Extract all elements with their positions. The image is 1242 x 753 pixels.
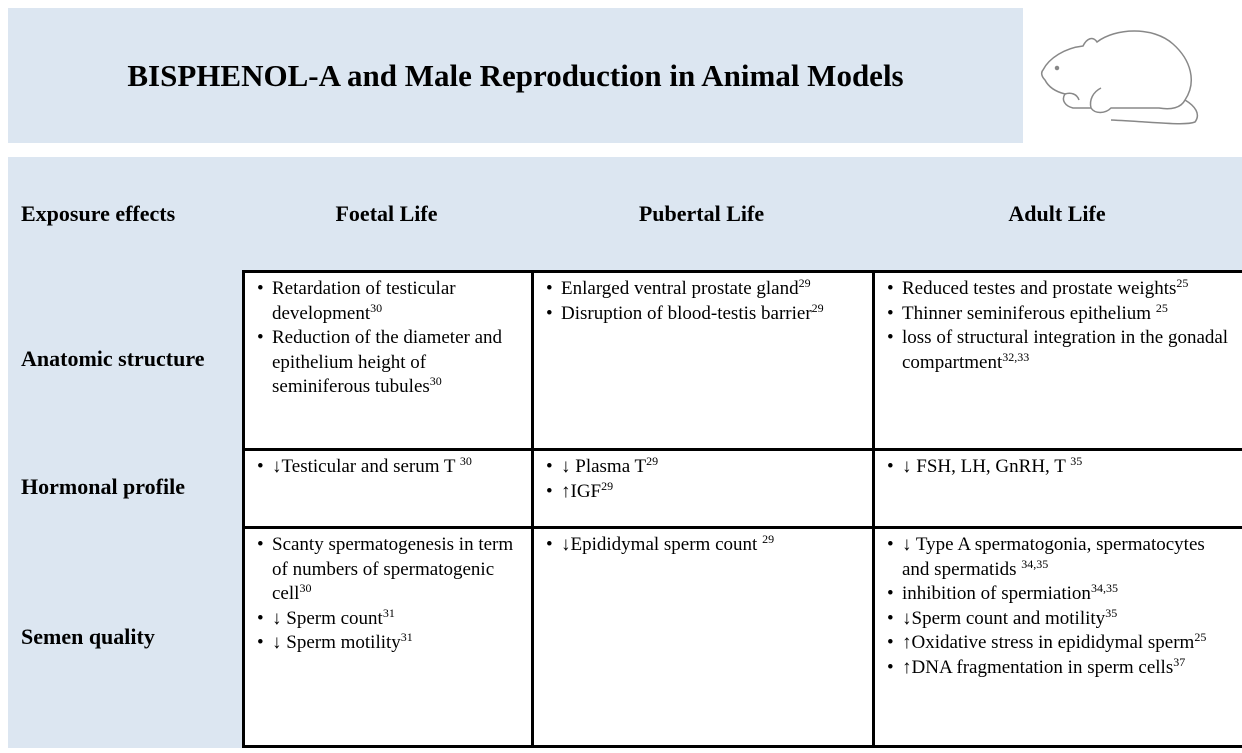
item-text: Thinner seminiferous epithelium <box>902 302 1156 324</box>
table-cell: Enlarged ventral prostate gland29Disrupt… <box>531 270 872 448</box>
bullet-list: Retardation of testicular development30R… <box>255 277 525 400</box>
bullet-item: ↓ FSH, LH, GnRH, T 35 <box>885 455 1236 480</box>
rat-icon <box>1040 30 1199 125</box>
bullet-item: ↑Oxidative stress in epididymal sperm25 <box>885 631 1236 656</box>
reference: 30 <box>299 581 312 595</box>
item-text: Reduction of the diameter and epithelium… <box>272 327 503 397</box>
bullet-item: ↓ Plasma T29 <box>544 455 866 480</box>
table-cell: ↓ Type A spermatogonia, spermatocytes an… <box>872 526 1242 748</box>
bullet-list: ↓ Type A spermatogonia, spermatocytes an… <box>885 533 1236 680</box>
reference: 30 <box>370 300 383 315</box>
table-cell: Reduced testes and prostate weights25Thi… <box>872 270 1242 448</box>
reference: 31 <box>382 605 395 620</box>
reference: 29 <box>811 300 824 315</box>
bullet-item: ↓Sperm count and motility35 <box>885 607 1236 632</box>
item-text: ↓ Type A spermatogonia, spermatocytes an… <box>902 534 1205 580</box>
bullet-item: ↓ Sperm count31 <box>255 607 525 632</box>
reference: 25 <box>1176 276 1189 290</box>
item-text: Reduced testes and prostate weights <box>902 278 1177 299</box>
table-cell: Retardation of testicular development30R… <box>242 270 531 448</box>
item-text: ↓Sperm count and motility <box>902 607 1106 629</box>
reference: 31 <box>400 630 413 644</box>
row-label: Anatomic structure <box>21 346 205 371</box>
item-text: Retardation of testicular development <box>272 278 456 324</box>
bullet-item: ↓Epididymal sperm count 29 <box>544 533 866 558</box>
reference: 37 <box>1173 654 1186 669</box>
bullet-item: Scanty spermatogenesis in term of number… <box>255 533 525 607</box>
bullet-item: Enlarged ventral prostate gland29 <box>544 277 866 302</box>
bullet-list: ↓ FSH, LH, GnRH, T 35 <box>885 455 1236 480</box>
bullet-list: Enlarged ventral prostate gland29Disrupt… <box>544 277 866 326</box>
item-text: Disruption of blood-testis barrier <box>561 302 812 324</box>
item-text: ↑IGF <box>561 480 602 502</box>
column-header: Pubertal Life <box>638 200 765 226</box>
title: BISPHENOL-A and Male Reproduction in Ani… <box>127 57 904 93</box>
reference: 30 <box>459 454 472 468</box>
item-text: ↓ Sperm motility <box>272 632 401 653</box>
reference: 35 <box>1070 454 1083 468</box>
bullet-list: Scanty spermatogenesis in term of number… <box>255 533 525 656</box>
bullet-item: Disruption of blood-testis barrier29 <box>544 302 866 327</box>
item-text: ↓ FSH, LH, GnRH, T <box>902 456 1071 477</box>
bullet-list: ↓Epididymal sperm count 29 <box>544 533 866 558</box>
item-text: ↓Epididymal sperm count <box>561 534 763 555</box>
item-text: inhibition of spermiation <box>902 583 1091 604</box>
reference: 25 <box>1155 300 1168 315</box>
column-header: Exposure effects <box>21 200 176 226</box>
item-text: ↓Testicular and serum T <box>272 456 460 477</box>
bullet-item: ↓ Type A spermatogonia, spermatocytes an… <box>885 533 1236 582</box>
bullet-item: Reduced testes and prostate weights25 <box>885 277 1236 302</box>
table-cell: ↓ Plasma T29↑IGF29 <box>531 448 872 526</box>
column-header: Adult Life <box>1008 200 1106 226</box>
bullet-item: Reduction of the diameter and epithelium… <box>255 326 525 400</box>
table-cell: ↓ FSH, LH, GnRH, T 35 <box>872 448 1242 526</box>
reference: 29 <box>762 532 775 546</box>
table-cell: ↓Testicular and serum T 30 <box>242 448 531 526</box>
bullet-item: ↑DNA fragmentation in sperm cells37 <box>885 656 1236 681</box>
row-label: Semen quality <box>21 624 155 649</box>
bullet-item: ↑IGF29 <box>544 480 866 505</box>
table-cell: ↓Epididymal sperm count 29 <box>531 526 872 748</box>
column-header: Foetal Life <box>335 200 438 226</box>
item-text: Scanty spermatogenesis in term of number… <box>272 534 514 604</box>
bullet-item: ↓Testicular and serum T 30 <box>255 455 525 480</box>
reference: 30 <box>429 374 442 388</box>
item-text: ↓ Plasma T <box>561 456 647 477</box>
reference: 32,33 <box>1002 349 1030 364</box>
reference: 29 <box>601 478 614 493</box>
reference: 34,35 <box>1021 556 1049 571</box>
bullet-item: Thinner seminiferous epithelium 25 <box>885 302 1236 327</box>
item-text: ↑DNA fragmentation in sperm cells <box>902 656 1174 678</box>
table-cell: Scanty spermatogenesis in term of number… <box>242 526 531 748</box>
row-label: Hormonal profile <box>21 474 185 499</box>
item-text: Enlarged ventral prostate gland <box>561 278 799 299</box>
bullet-item: loss of structural integration in the go… <box>885 326 1236 375</box>
item-text: ↑Oxidative stress in epididymal sperm <box>902 632 1195 653</box>
bullet-item: ↓ Sperm motility31 <box>255 631 525 656</box>
reference: 34,35 <box>1090 581 1118 595</box>
title-box: BISPHENOL-A and Male Reproduction in Ani… <box>8 8 1023 143</box>
bullet-list: Reduced testes and prostate weights25Thi… <box>885 277 1236 375</box>
item-text: ↓ Sperm count <box>272 607 383 629</box>
table: Exposure effects Foetal Life Pubertal Life… <box>8 157 1242 748</box>
bullet-item: inhibition of spermiation34,35 <box>885 582 1236 607</box>
bullet-list: ↓Testicular and serum T 30 <box>255 455 525 480</box>
item-text: loss of structural integration in the go… <box>902 327 1229 373</box>
reference: 29 <box>646 454 659 468</box>
reference: 35 <box>1105 605 1118 620</box>
reference: 25 <box>1194 630 1207 644</box>
bullet-item: Retardation of testicular development30 <box>255 277 525 326</box>
bullet-list: ↓ Plasma T29↑IGF29 <box>544 455 866 504</box>
reference: 29 <box>798 276 811 290</box>
